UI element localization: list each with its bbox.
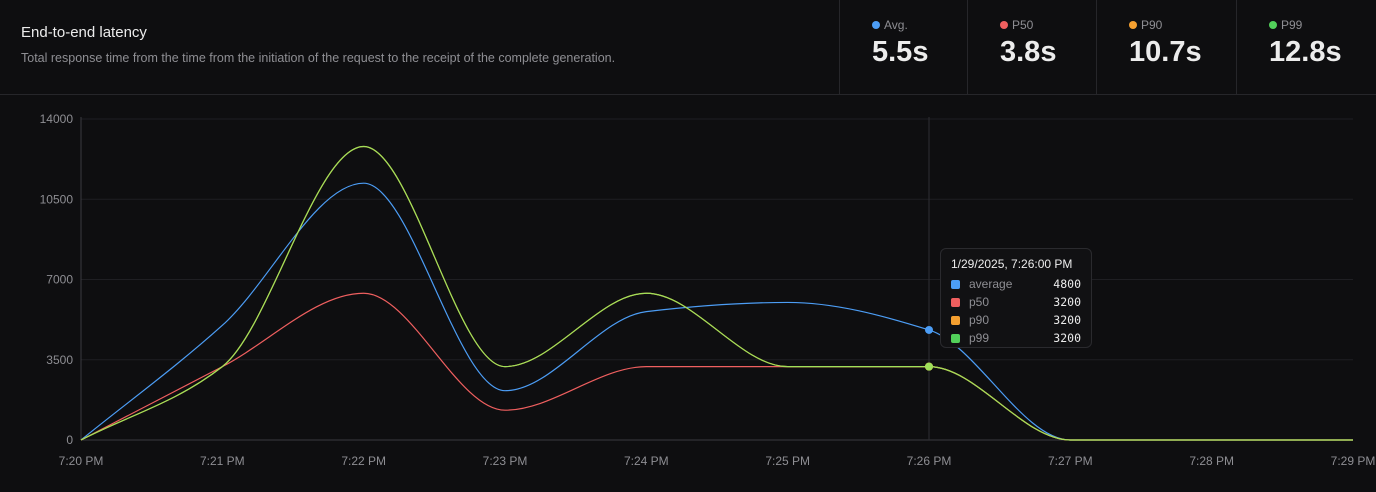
y-tick-label: 10500 <box>40 192 74 206</box>
latency-chart[interactable]: 0 3500 7000 10500 14000 7:20 PM 7:21 PM 7:22 PM… <box>0 95 1376 492</box>
stat-avg: Avg. 5.5s <box>839 0 967 94</box>
p99-dot-icon <box>1269 21 1277 29</box>
tooltip-row-p99: p99 3200 <box>951 329 1081 347</box>
tooltip-value: 3200 <box>1053 313 1081 327</box>
p90-dot-icon <box>1129 21 1137 29</box>
p50-dot-icon <box>1000 21 1008 29</box>
x-tick-label: 7:20 PM <box>59 454 104 468</box>
stat-label: P50 <box>1012 18 1034 32</box>
tooltip-value: 4800 <box>1053 277 1081 291</box>
tooltip-row-p90: p90 3200 <box>951 311 1081 329</box>
stat-label: P99 <box>1281 18 1303 32</box>
x-tick-label: 7:21 PM <box>200 454 245 468</box>
tooltip-name: average <box>969 277 1013 291</box>
x-tick-label: 7:23 PM <box>483 454 528 468</box>
y-tick-label: 0 <box>66 433 73 447</box>
y-tick-label: 14000 <box>40 112 74 126</box>
stat-value: 12.8s <box>1269 36 1342 68</box>
x-tick-label: 7:26 PM <box>907 454 952 468</box>
series-line-p50 <box>80 292 1353 441</box>
x-tick-label: 7:24 PM <box>624 454 669 468</box>
header: End-to-end latency Total response time f… <box>0 0 1376 95</box>
x-tick-label: 7:29 PM <box>1331 454 1376 468</box>
stat-value: 10.7s <box>1129 36 1202 68</box>
title-box: End-to-end latency Total response time f… <box>0 0 839 94</box>
tooltip-title: 1/29/2025, 7:26:00 PM <box>951 257 1073 271</box>
stat-p99: P99 12.8s <box>1236 0 1376 94</box>
tooltip-row-p50: p50 3200 <box>951 293 1081 311</box>
series-line-p99 <box>80 145 1353 441</box>
point-average <box>925 325 933 334</box>
stat-label: P90 <box>1141 18 1163 32</box>
tooltip-value: 3200 <box>1053 295 1081 309</box>
x-tick-label: 7:25 PM <box>765 454 810 468</box>
tooltip-row-average: average 4800 <box>951 275 1081 293</box>
y-tick-label: 7000 <box>46 273 73 287</box>
x-tick-label: 7:22 PM <box>341 454 386 468</box>
stat-p50: P50 3.8s <box>967 0 1096 94</box>
series-line-p90 <box>80 145 1353 441</box>
tooltip: 1/29/2025, 7:26:00 PM average 4800 p50 320… <box>940 248 1092 348</box>
stat-label: Avg. <box>884 18 908 32</box>
stat-value: 3.8s <box>1000 36 1057 68</box>
series-line-average <box>80 182 1353 441</box>
swatch-icon <box>951 279 960 289</box>
stat-p90: P90 10.7s <box>1096 0 1236 94</box>
stat-value: 5.5s <box>872 36 929 68</box>
x-tick-label: 7:28 PM <box>1189 454 1234 468</box>
tooltip-name: p50 <box>969 295 990 309</box>
y-tick-label: 3500 <box>46 353 73 367</box>
tooltip-name: p99 <box>969 331 990 345</box>
swatch-icon <box>951 333 960 343</box>
tooltip-name: p90 <box>969 313 990 327</box>
swatch-icon <box>951 297 960 307</box>
chart-subtitle: Total response time from the time from t… <box>21 51 616 65</box>
tooltip-value: 3200 <box>1053 331 1081 345</box>
avg-dot-icon <box>872 21 880 29</box>
point-p99 <box>925 362 933 371</box>
chart-title: End-to-end latency <box>21 24 147 41</box>
x-tick-label: 7:27 PM <box>1048 454 1093 468</box>
swatch-icon <box>951 315 960 325</box>
